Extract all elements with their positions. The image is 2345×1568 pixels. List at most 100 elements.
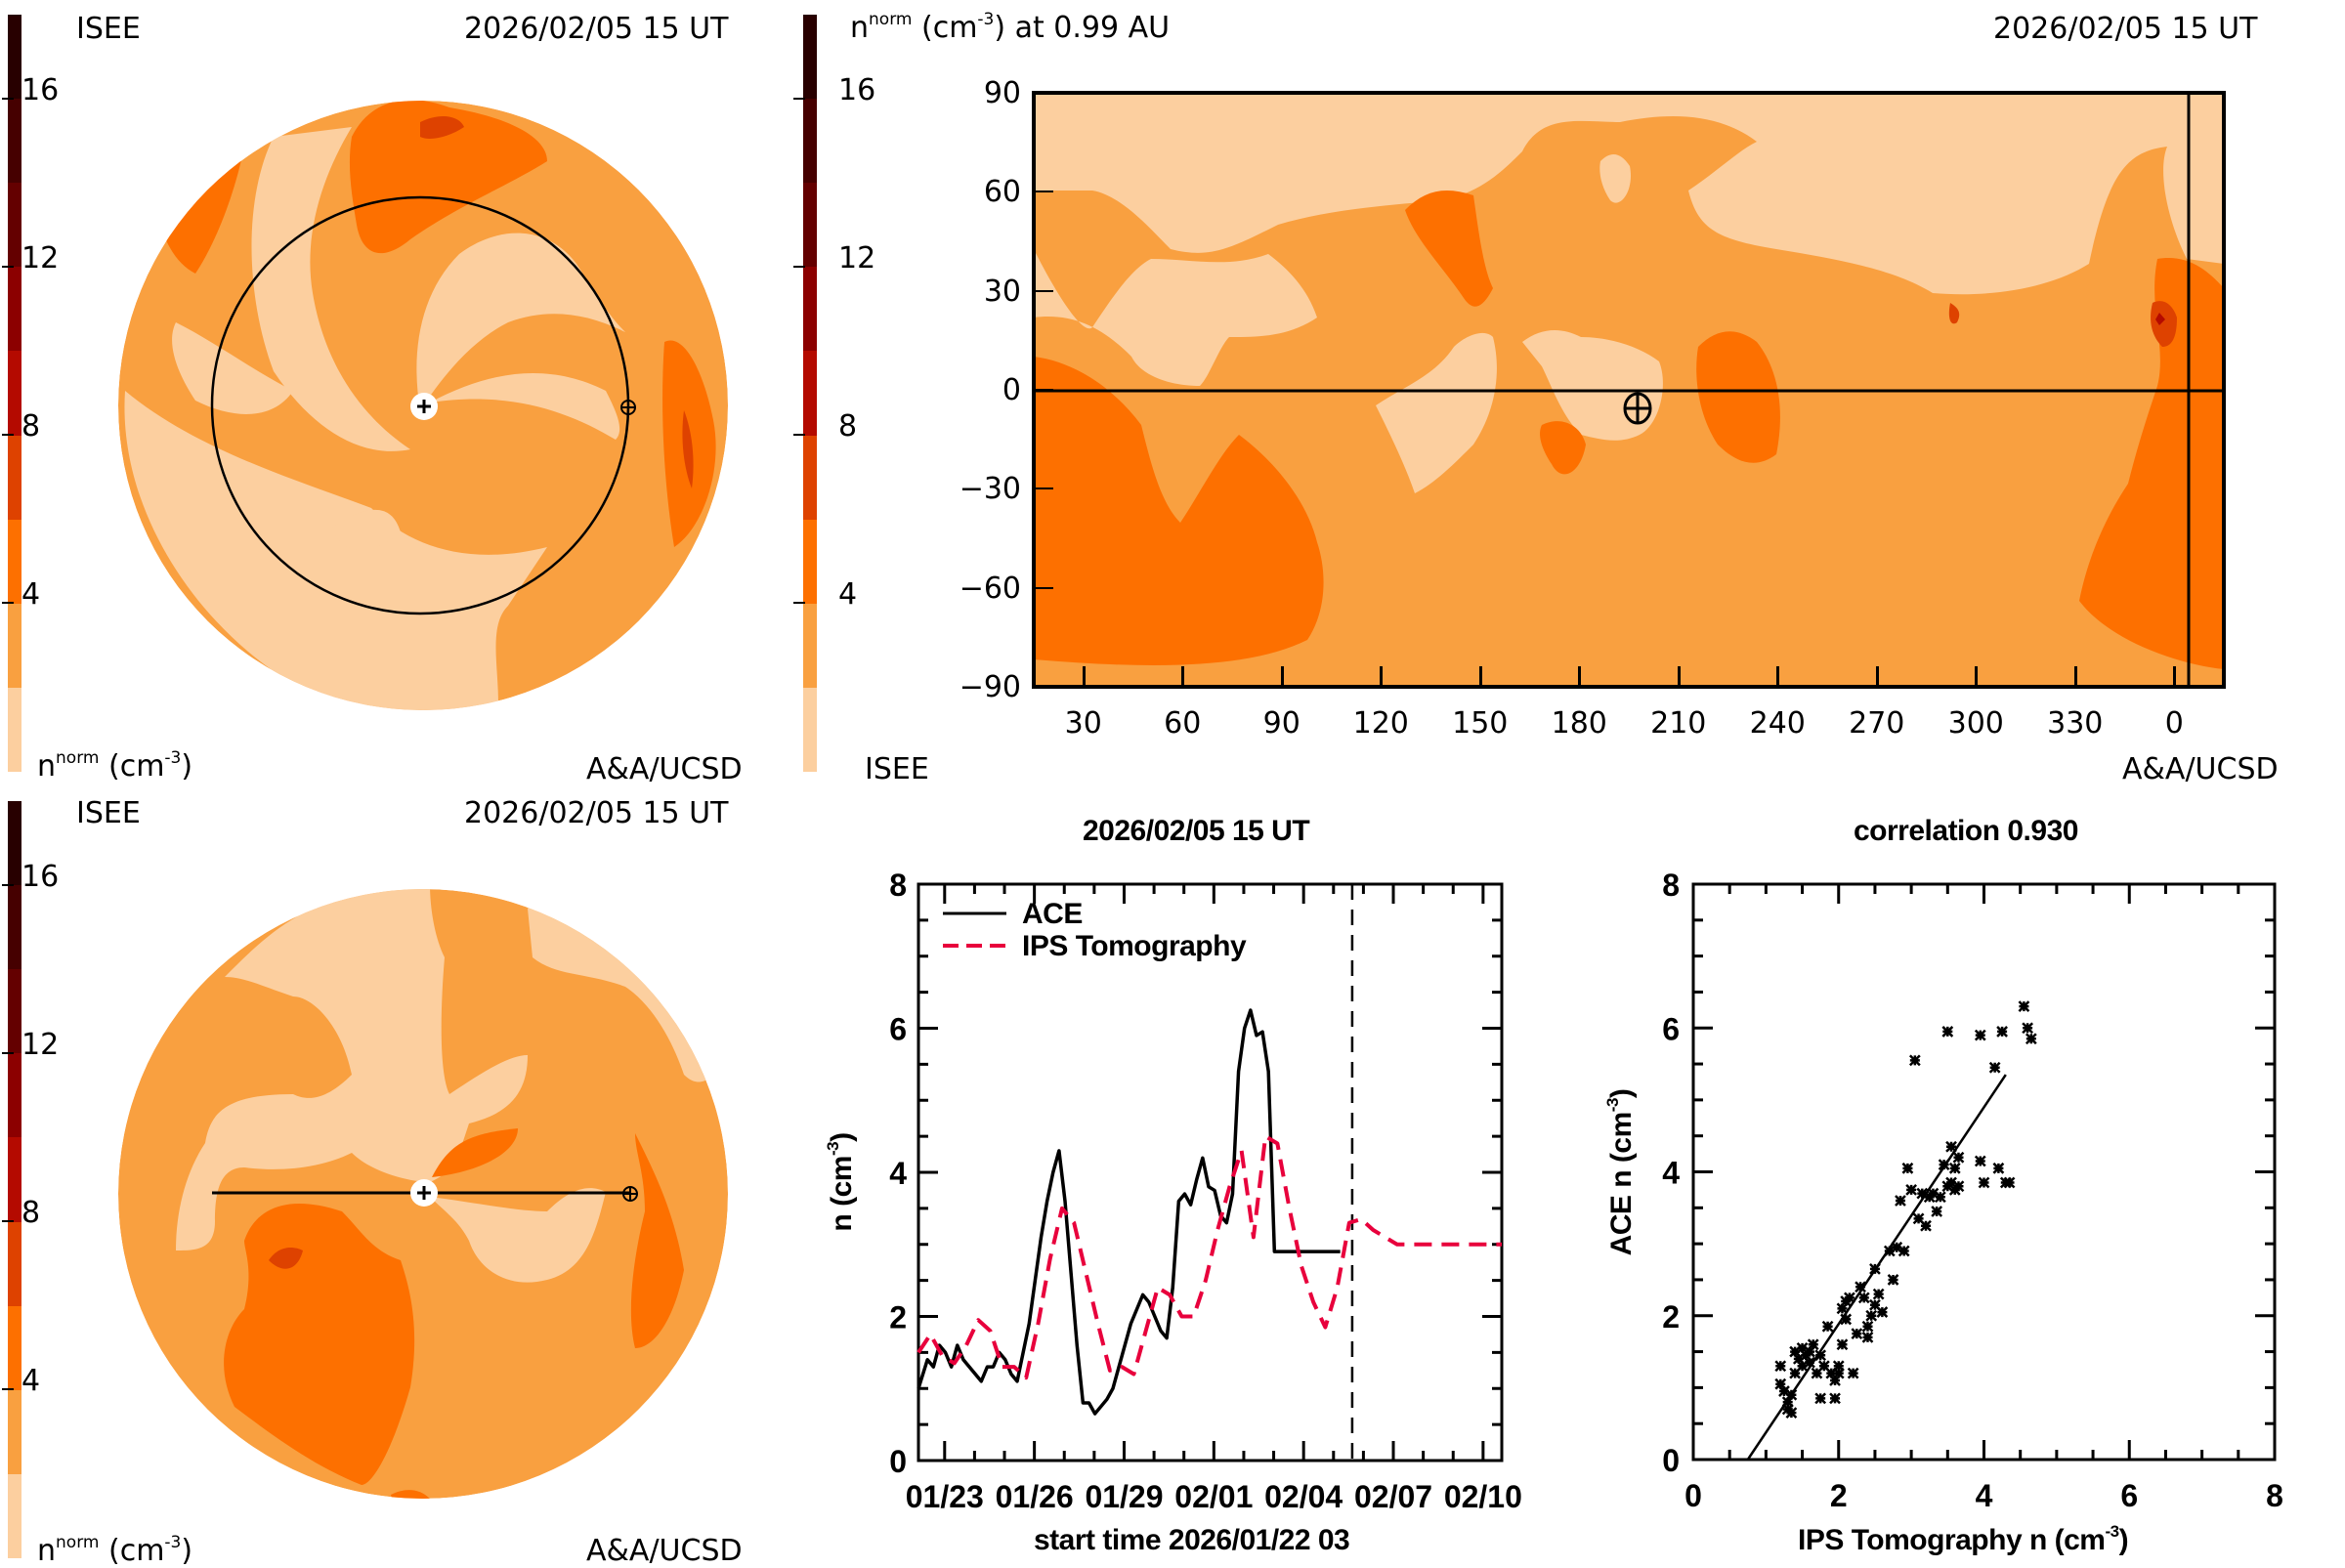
contour-low [124,391,547,710]
scatter-point [1883,1245,1896,1257]
scatter-point [1988,1061,2001,1074]
scatter-point [1895,1195,1906,1207]
x-tick [2173,666,2177,686]
scatter-point [1832,1360,1845,1373]
y-tick-label: 2 [889,1300,907,1335]
colorbar-label-16: 16 [21,860,60,894]
colorbar-band [8,1473,21,1558]
scatter-point [1861,1320,1874,1333]
scatter-point [1931,1206,1943,1217]
contour-mid [224,1203,415,1485]
contour-low [172,322,293,414]
contour-mid [1405,191,1493,307]
colorbar-band [8,1305,21,1390]
x-tick-label: 30 [1064,706,1102,741]
x-tick-label: 02/07 [1354,1479,1432,1514]
colorbar-label-16: 16 [838,73,876,107]
scatter-point [1941,1026,1954,1038]
colorbar-tick [2,1388,14,1390]
colorbar-band [803,267,817,352]
contour-mid [630,1133,684,1348]
meridional-density-map [118,889,728,1499]
x-tick-label: 300 [1947,706,2004,741]
scatter-point [1785,1407,1798,1420]
scatter-point [1978,1176,1990,1189]
legend-label-ips: IPS Tomography [1022,930,1247,962]
x-tick-label: 330 [2047,706,2104,741]
colorbar-band [8,1221,21,1306]
scatter-point [1901,1162,1914,1174]
colorbar-label-4: 4 [21,577,41,612]
scatter-point [2003,1176,2016,1189]
scatter-point [1865,1309,1878,1322]
colorbar-band [803,183,817,268]
contour-high [420,115,464,139]
scatter-point [1872,1288,1885,1300]
scatter-point [1796,1341,1809,1354]
x-tick-label: 6 [2120,1478,2138,1513]
x-tick-label: 8 [2266,1478,2283,1513]
x-tick [1776,666,1780,686]
scatter-point [1912,1212,1925,1225]
contour-high [269,1248,303,1269]
colorbar-bands [8,801,21,1558]
colorbar-band [8,1389,21,1474]
y-tick-label: 0 [1662,1443,1680,1478]
colorbar-band [8,885,21,970]
contour-low [430,1188,606,1283]
x-tick-label: 02/04 [1264,1479,1343,1514]
scatter-point [1840,1313,1853,1326]
x-tick-label: 01/23 [906,1479,984,1514]
contour-low [1599,154,1631,203]
y-tick-label: −30 [959,472,1021,507]
scatter-point [1974,1029,1986,1041]
contour-low [1376,332,1497,493]
contour-low [1522,330,1663,441]
colorbar-band [803,435,817,520]
sun-plus-icon [417,1186,431,1200]
y-axis-label: ACE n (cm-3) [1603,1088,1638,1256]
contour-high [682,410,694,488]
scatter-point [1844,1292,1855,1304]
map-title: nnorm (cm-3) at 0.99 AU [850,10,1171,45]
scatter-point [1920,1219,1932,1232]
scatter-point [1829,1375,1841,1386]
colorbar-tick [2,602,14,604]
scatter-point [1792,1353,1805,1365]
colorbar-tick [2,98,14,100]
x-tick-label: 150 [1452,706,1509,741]
scatter-point [1855,1281,1866,1293]
contour-high [1948,303,1960,324]
colorbar-band [803,99,817,184]
source-label: ISEE [865,752,929,786]
scatter-point [1781,1396,1794,1408]
scatter-point [1851,1328,1863,1340]
timestamp-label: 2026/02/05 15 UT [464,12,729,46]
colorbar-band [803,687,817,772]
scatter-point [1905,1184,1918,1196]
source-label: ISEE [76,12,141,46]
contour-low [430,373,620,440]
scatter-point [1916,1187,1929,1200]
colorbar-bands [8,15,21,772]
x-tick-label: 120 [1352,706,1409,741]
x-tick-label: 2 [1830,1478,1848,1513]
contour-low [416,233,625,410]
colorbar-tick [793,98,805,100]
y-tick-label: 2 [1662,1299,1680,1335]
contour-mid [156,147,244,274]
scatter-point [1869,1298,1881,1311]
x-tick [1478,666,1482,686]
plot-frame [1691,882,2277,1462]
scatter-point [1836,1302,1849,1315]
y-tick-label: 30 [983,274,1021,309]
credit-label: A&A/UCSD [586,1534,743,1568]
lat-lon-density-map [1032,91,2226,689]
x-tick [1380,666,1384,686]
y-tick-label: 8 [1662,868,1680,903]
colorbar-band [8,801,21,886]
x-tick-label: 90 [1262,706,1300,741]
colorbar-band [803,519,817,604]
scatter-point [1897,1245,1910,1257]
colorbar-label-8: 8 [21,409,41,444]
